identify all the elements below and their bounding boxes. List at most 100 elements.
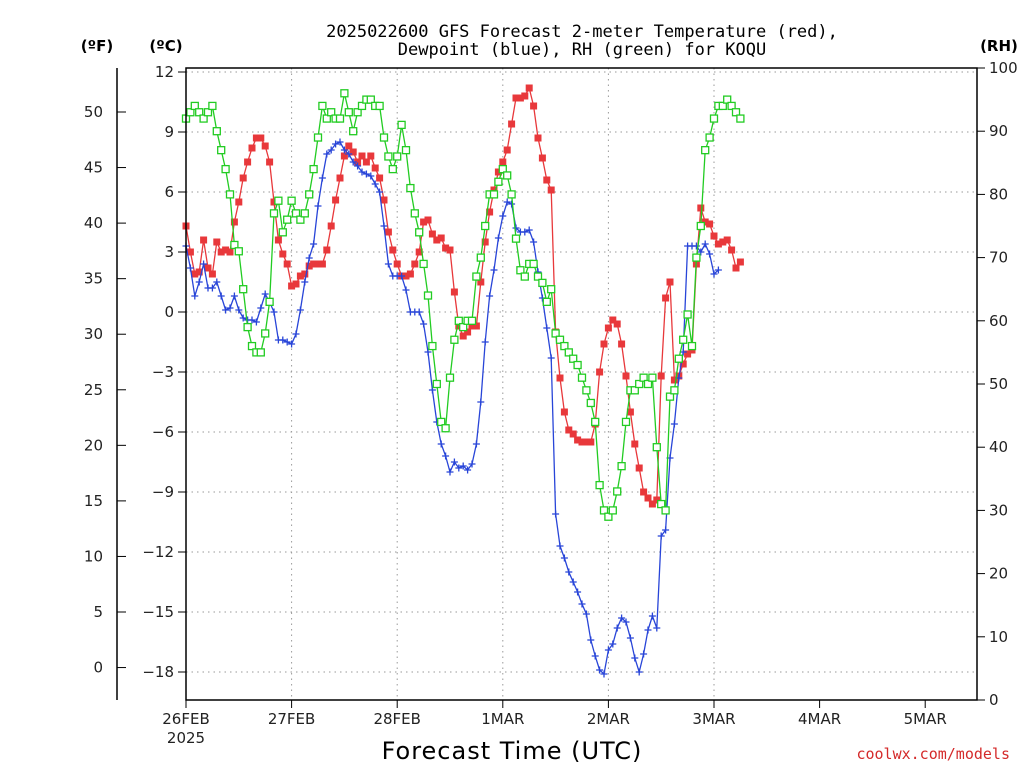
temperature-point: [235, 198, 243, 206]
dewpoint-point: [503, 198, 511, 206]
temperature-point: [420, 218, 428, 226]
dewpoint-point: [697, 248, 705, 256]
relative-humidity-point: [705, 133, 714, 142]
temperature-point: [613, 320, 621, 328]
dewpoint-point: [459, 462, 467, 470]
relative-humidity-point: [199, 114, 208, 123]
dewpoint-point: [530, 238, 538, 246]
dewpoint-line: [185, 141, 719, 676]
dewpoint-point: [450, 458, 458, 466]
dewpoint-point: [648, 612, 656, 620]
relative-humidity-point: [269, 209, 279, 218]
relative-humidity-point: [208, 101, 217, 111]
temperature-point: [323, 246, 331, 254]
temperature-point: [301, 270, 309, 278]
fahrenheit-tick-label: 15: [84, 492, 103, 510]
relative-humidity-point: [445, 373, 455, 382]
relative-humidity-point: [335, 114, 345, 123]
relative-humidity-point: [256, 348, 265, 357]
dewpoint-point: [701, 240, 709, 248]
dewpoint-point: [261, 290, 269, 298]
temperature-point: [464, 328, 472, 336]
dewpoint-point: [604, 646, 612, 654]
x-tick-label: 2MAR: [587, 710, 630, 728]
relative-humidity-point: [247, 341, 257, 351]
temperature-point: [600, 340, 608, 348]
dewpoint-point: [340, 146, 348, 154]
plot-frame: [185, 67, 978, 701]
dewpoint-point: [376, 188, 384, 196]
relative-humidity-point: [441, 424, 450, 433]
relative-humidity-point: [591, 417, 600, 427]
dewpoint-point: [613, 624, 621, 632]
relative-humidity-point: [234, 247, 243, 256]
temperature-point: [490, 186, 498, 194]
dewpoint-point: [428, 386, 436, 394]
temperature-point: [336, 174, 344, 182]
dewpoint-point: [560, 554, 568, 562]
relative-humidity-point: [639, 373, 648, 382]
temperature-point: [477, 278, 485, 286]
relative-humidity-point: [547, 285, 556, 294]
celsius-tick-label: 0: [164, 303, 174, 321]
relative-humidity-point: [648, 373, 657, 382]
dewpoint-point: [609, 640, 617, 648]
temperature-point: [697, 204, 705, 212]
grid-lines: [186, 68, 977, 700]
dewpoint-point: [521, 228, 529, 236]
relative-humidity-point: [476, 253, 485, 262]
temperature-point: [565, 426, 573, 434]
dewpoint-point: [257, 304, 265, 312]
relative-humidity-point: [687, 341, 697, 351]
dewpoint-point: [424, 348, 432, 356]
celsius-tick-label: 12: [155, 63, 174, 81]
relative-humidity-point: [569, 354, 578, 363]
temperature-point: [512, 94, 520, 102]
relative-humidity-point: [630, 386, 639, 395]
temperature-point: [288, 282, 296, 290]
relative-humidity-point: [674, 354, 683, 363]
relative-humidity-point: [679, 335, 688, 344]
dewpoint-point: [499, 212, 507, 220]
temperature-point: [640, 488, 648, 496]
relative-humidity-point: [375, 101, 384, 111]
dewpoint-point: [200, 260, 208, 268]
temperature-point: [411, 260, 419, 268]
dewpoint-point: [543, 324, 551, 332]
temperature-point: [384, 228, 392, 236]
temperature-point: [587, 438, 595, 446]
relative-humidity-point: [401, 146, 411, 155]
relative-humidity-point: [322, 114, 331, 123]
dewpoint-point: [714, 266, 722, 274]
temperature-point: [252, 134, 260, 142]
temperature-point: [437, 234, 445, 242]
temperature-point: [428, 230, 436, 238]
temperature-point: [191, 270, 199, 278]
relative-humidity-point: [419, 259, 428, 269]
temperature-point: [736, 258, 744, 266]
relative-humidity-point: [498, 164, 507, 174]
dewpoint-point: [235, 306, 243, 314]
dewpoint-point: [288, 340, 296, 348]
fahrenheit-tick-label: 50: [84, 103, 103, 121]
relative-humidity-point: [538, 278, 547, 288]
temperature-point: [261, 142, 269, 150]
dewpoint-point: [354, 162, 362, 170]
relative-humidity-point: [186, 108, 195, 117]
fahrenheit-tick-label: 0: [93, 659, 103, 677]
relative-humidity-point: [573, 360, 582, 370]
temperature-point: [296, 272, 304, 280]
rh-tick-label: 50: [989, 375, 1008, 393]
celsius-tick-label: −9: [152, 483, 174, 501]
temperature-point: [208, 270, 216, 278]
relative-humidity-point: [511, 234, 521, 243]
relative-humidity-point: [379, 133, 389, 142]
temperature-point: [442, 244, 450, 252]
temperature-point: [389, 246, 397, 254]
temperature-point: [635, 464, 643, 472]
dewpoint-point: [208, 284, 216, 292]
rh-tick-label: 20: [989, 565, 1008, 583]
dewpoint-point: [552, 510, 560, 518]
dewpoint-point: [270, 308, 278, 316]
dewpoint-point: [490, 266, 498, 274]
